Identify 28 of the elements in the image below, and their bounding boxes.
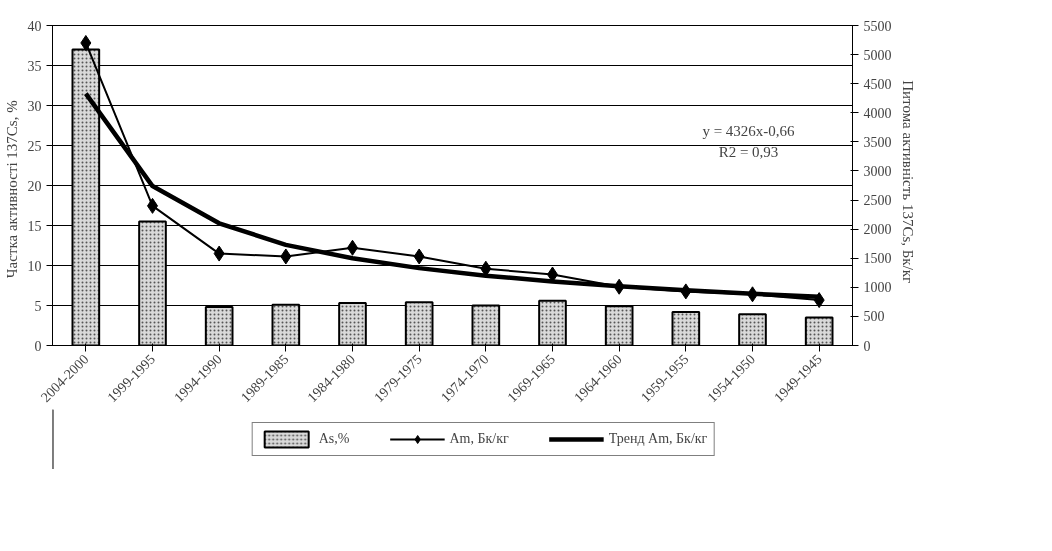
y-tick-label: 5 xyxy=(34,298,42,314)
y2-tick-label: 5500 xyxy=(863,18,892,34)
y-tick-label: 25 xyxy=(27,138,42,154)
y2-tick-label: 1000 xyxy=(863,280,892,296)
y2-tick-label: 500 xyxy=(863,309,885,325)
y2-tick-label: 4000 xyxy=(863,105,892,121)
y2-tick-label: 4500 xyxy=(863,76,892,92)
y-tick-label: 15 xyxy=(27,218,42,234)
y-tick-label: 40 xyxy=(27,18,42,34)
y2-axis-title: Питома активність 137Cs, Бк/кг xyxy=(899,80,916,284)
legend-label: Am, Бк/кг xyxy=(449,431,509,447)
y-tick-label: 10 xyxy=(27,258,42,274)
legend-label: Тренд Am, Бк/кг xyxy=(608,431,708,447)
legend-label: As,% xyxy=(318,431,350,447)
y2-tick-label: 5000 xyxy=(863,47,892,63)
y-tick-label: 20 xyxy=(27,178,42,194)
y-tick-label: 35 xyxy=(27,58,42,74)
y-tick-label: 0 xyxy=(34,338,42,354)
y2-tick-label: 3500 xyxy=(863,134,892,150)
y2-tick-label: 0 xyxy=(863,338,871,354)
y-axis-title: Частка активності 137Cs, % xyxy=(3,100,20,279)
y2-tick-label: 2000 xyxy=(863,222,892,238)
y2-tick-label: 3000 xyxy=(863,163,892,179)
annotation: R2 = 0,93 xyxy=(718,143,779,160)
y2-tick-label: 2500 xyxy=(863,193,892,209)
annotation: y = 4326x-0,66 xyxy=(702,123,796,140)
y-tick-label: 30 xyxy=(27,98,42,114)
y2-tick-label: 1500 xyxy=(863,251,892,267)
